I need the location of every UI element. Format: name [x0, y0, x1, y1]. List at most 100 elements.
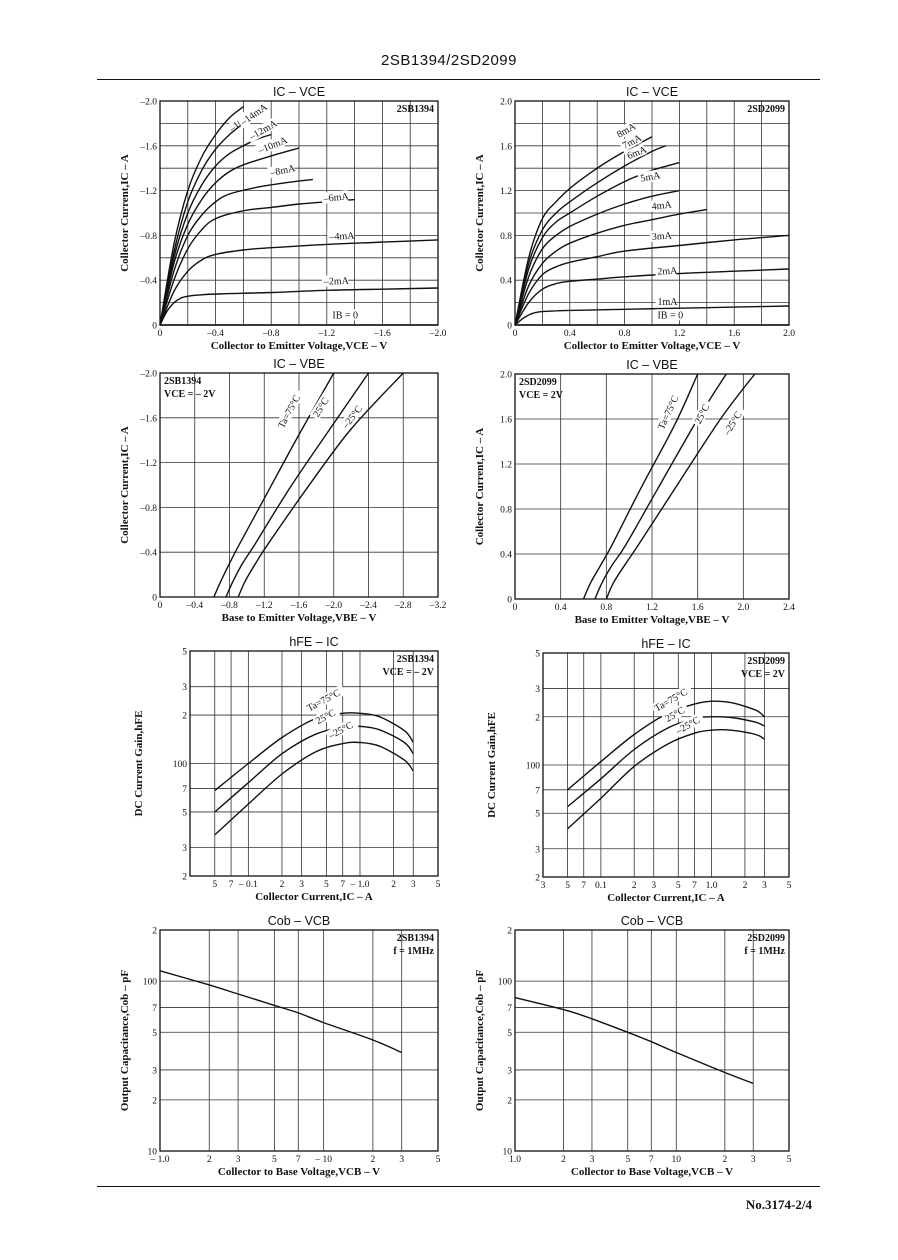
series-line: [214, 741, 414, 836]
series-label-bg: [321, 190, 349, 204]
device-label: 2SB1394: [397, 654, 434, 665]
y-tick-label: 2: [535, 874, 540, 884]
x-tick-label: 3: [762, 881, 767, 891]
x-tick-label: 2.0: [737, 603, 749, 613]
device-label: 2SB1394: [397, 933, 434, 944]
chart-ic-vce-d: 0 0.4 0.8 1.2 1.6 2.0 0 0.4 0.8 1.2 1.6 2.0 Collecto…: [474, 85, 795, 352]
y-tick-label: 1.6: [500, 142, 512, 152]
y-axis-label: Collector Current,IC – A: [119, 154, 131, 272]
series-label: 5mA: [640, 170, 662, 184]
plot-frame: [159, 372, 439, 598]
y-tick-label: 100: [143, 978, 158, 988]
y-tick-label: 1.2: [500, 461, 512, 471]
x-tick-label: 7: [581, 881, 586, 891]
series-label-bg: [618, 132, 643, 152]
x-tick-label: 3: [590, 1155, 595, 1165]
x-tick-label: 5: [565, 881, 570, 891]
x-tick-label: 5: [272, 1155, 277, 1165]
x-axis-label: Base to Emitter Voltage,VBE – V: [222, 612, 377, 624]
x-tick-label: 5: [324, 880, 329, 890]
series-line: [159, 287, 439, 326]
chart-title: hFE – IC: [641, 637, 690, 651]
x-tick-label: –2.8: [394, 601, 412, 611]
y-tick-label: 100: [173, 760, 188, 770]
x-tick-label: 3: [411, 880, 416, 890]
y-axis-label: DC Current Gain,hFE: [486, 712, 498, 818]
x-tick-label: – 1.0: [349, 880, 369, 890]
x-tick-label: 1.6: [692, 603, 704, 613]
y-tick-label: –1.2: [139, 187, 157, 197]
condition-note: VCE = – 2V: [382, 667, 434, 678]
x-tick-label: 7: [296, 1155, 301, 1165]
plot-frame: [159, 929, 439, 1152]
series-label-bg: [325, 716, 359, 742]
device-label: 2SB1394: [164, 376, 201, 387]
device-label: 2SD2099: [747, 933, 785, 944]
y-tick-label: 0.4: [500, 551, 512, 561]
y-axis-label: Output Capacitance,Cob – pF: [119, 970, 131, 1111]
series-line: [514, 189, 680, 326]
series-label: 3mA: [651, 230, 672, 242]
x-tick-label: –0.4: [185, 601, 203, 611]
device-label: 2SD2099: [747, 656, 785, 667]
device-label: 2SD2099: [519, 377, 557, 388]
series-line: [225, 372, 370, 598]
y-tick-label: 10: [148, 1148, 158, 1158]
y-tick-label: 100: [526, 762, 541, 772]
x-tick-label: 7: [340, 880, 345, 890]
series-label: IB = 0: [657, 310, 683, 321]
y-tick-label: –2.0: [139, 370, 157, 380]
series-label-bg: [245, 117, 279, 143]
page-number: No.3174-2/4: [745, 1197, 812, 1212]
series-line: [514, 136, 653, 326]
y-tick-label: –1.6: [139, 142, 157, 152]
x-tick-label: 7: [229, 880, 234, 890]
series-label-bg: [612, 120, 637, 141]
series-label-bg: [327, 229, 355, 242]
x-axis-label: Collector to Emitter Voltage,VCE – V: [564, 340, 741, 352]
chart-title: Cob – VCB: [621, 914, 684, 928]
series-label: –25°C: [326, 720, 355, 742]
x-tick-label: 1.2: [673, 329, 685, 339]
condition-note: f = 1MHz: [744, 946, 785, 957]
series-label: 2mA: [657, 266, 678, 278]
series-line: [159, 147, 300, 326]
plot-frame: [514, 373, 790, 600]
series-line: [213, 372, 335, 598]
x-tick-label: 5: [676, 881, 681, 891]
chart-title: IC – VCE: [626, 85, 678, 99]
y-tick-label: 5: [535, 650, 540, 660]
y-tick-label: 0: [152, 594, 157, 604]
plot-frame: [542, 652, 790, 878]
x-tick-label: 5: [625, 1155, 630, 1165]
x-tick-label: –1.6: [373, 329, 391, 339]
x-tick-label: –0.4: [206, 329, 224, 339]
x-tick-label: 3: [751, 1155, 756, 1165]
x-tick-label: 2: [561, 1155, 566, 1165]
series-label: Ta=75°C: [656, 394, 681, 432]
plot-frame: [189, 650, 439, 877]
y-tick-label: 3: [182, 844, 187, 854]
x-tick-label: 2: [280, 880, 285, 890]
x-tick-label: –3.2: [429, 601, 447, 611]
x-tick-label: 7: [649, 1155, 654, 1165]
x-tick-label: 1.0: [706, 881, 718, 891]
x-tick-label: 2: [632, 881, 637, 891]
y-axis-label: Collector Current,IC – A: [119, 426, 131, 544]
y-tick-label: 7: [507, 1004, 512, 1014]
series-label-bg: [637, 169, 660, 184]
x-axis-label: Collector Current,IC – A: [255, 891, 373, 903]
x-tick-label: –2.4: [359, 601, 377, 611]
y-tick-label: 5: [182, 808, 187, 818]
y-tick-label: 1.2: [500, 187, 512, 197]
series-label: –8mA: [269, 163, 297, 179]
series-line: [514, 234, 790, 326]
x-tick-label: 2: [743, 881, 748, 891]
series-label-bg: [338, 399, 367, 432]
y-tick-label: 3: [535, 685, 540, 695]
x-tick-label: 1.2: [646, 603, 658, 613]
x-tick-label: 0.4: [555, 603, 567, 613]
y-tick-label: –0.8: [139, 504, 157, 514]
